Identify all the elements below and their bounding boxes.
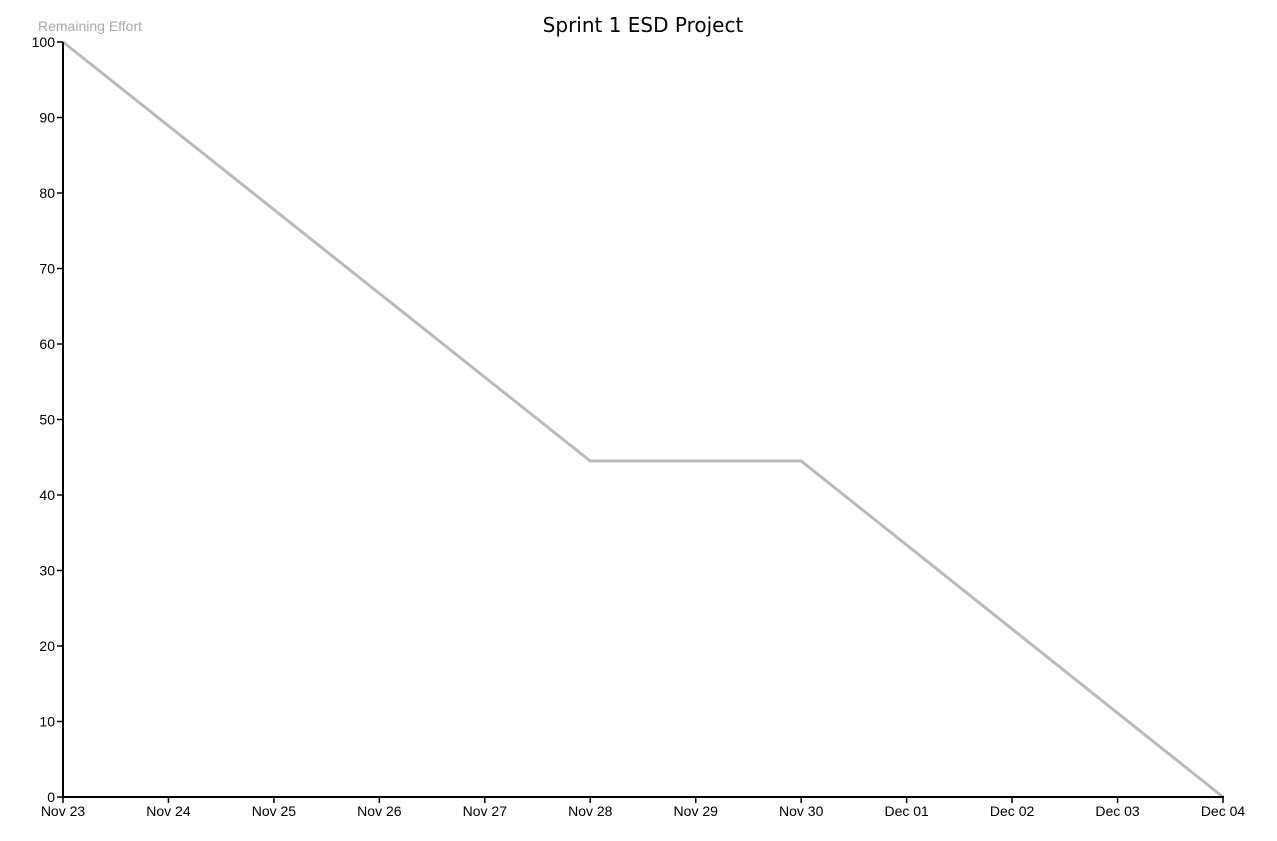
y-tick-label: 70: [39, 261, 55, 277]
y-tick-label: 60: [39, 336, 55, 352]
x-tick-label: Dec 04: [1201, 803, 1246, 819]
y-axis-label: Remaining Effort: [38, 18, 142, 34]
y-axis-ticks: 0 10 20 30 40 50 60 70 80 90 100: [32, 34, 63, 805]
y-tick-label: 20: [39, 638, 55, 654]
y-tick-label: 40: [39, 487, 55, 503]
x-tick-label: Nov 29: [674, 803, 719, 819]
series-layer: [62, 40, 1224, 799]
chart-title: Sprint 1 ESD Project: [543, 13, 744, 37]
x-tick-label: Dec 03: [1095, 803, 1140, 819]
y-tick-label: 80: [39, 185, 55, 201]
y-tick-label: 10: [39, 714, 55, 730]
x-tick-label: Nov 26: [357, 803, 402, 819]
x-tick-label: Nov 27: [463, 803, 508, 819]
x-tick-label: Nov 24: [146, 803, 191, 819]
y-tick-label: 90: [39, 110, 55, 126]
x-tick-label: Nov 30: [779, 803, 824, 819]
x-tick-label: Nov 25: [252, 803, 297, 819]
x-tick-label: Nov 28: [568, 803, 613, 819]
y-tick-label: 50: [39, 412, 55, 428]
y-tick-label: 0: [47, 789, 55, 805]
x-tick-label: Dec 01: [884, 803, 929, 819]
y-tick-label: 100: [32, 34, 56, 50]
y-tick-label: 30: [39, 563, 55, 579]
burndown-line: [62, 40, 1224, 799]
x-tick-label: Dec 02: [990, 803, 1035, 819]
x-axis-ticks: Nov 23 Nov 24 Nov 25 Nov 26 Nov 27 Nov 28 Nov …: [41, 797, 1246, 819]
x-tick-label: Nov 23: [41, 803, 86, 819]
